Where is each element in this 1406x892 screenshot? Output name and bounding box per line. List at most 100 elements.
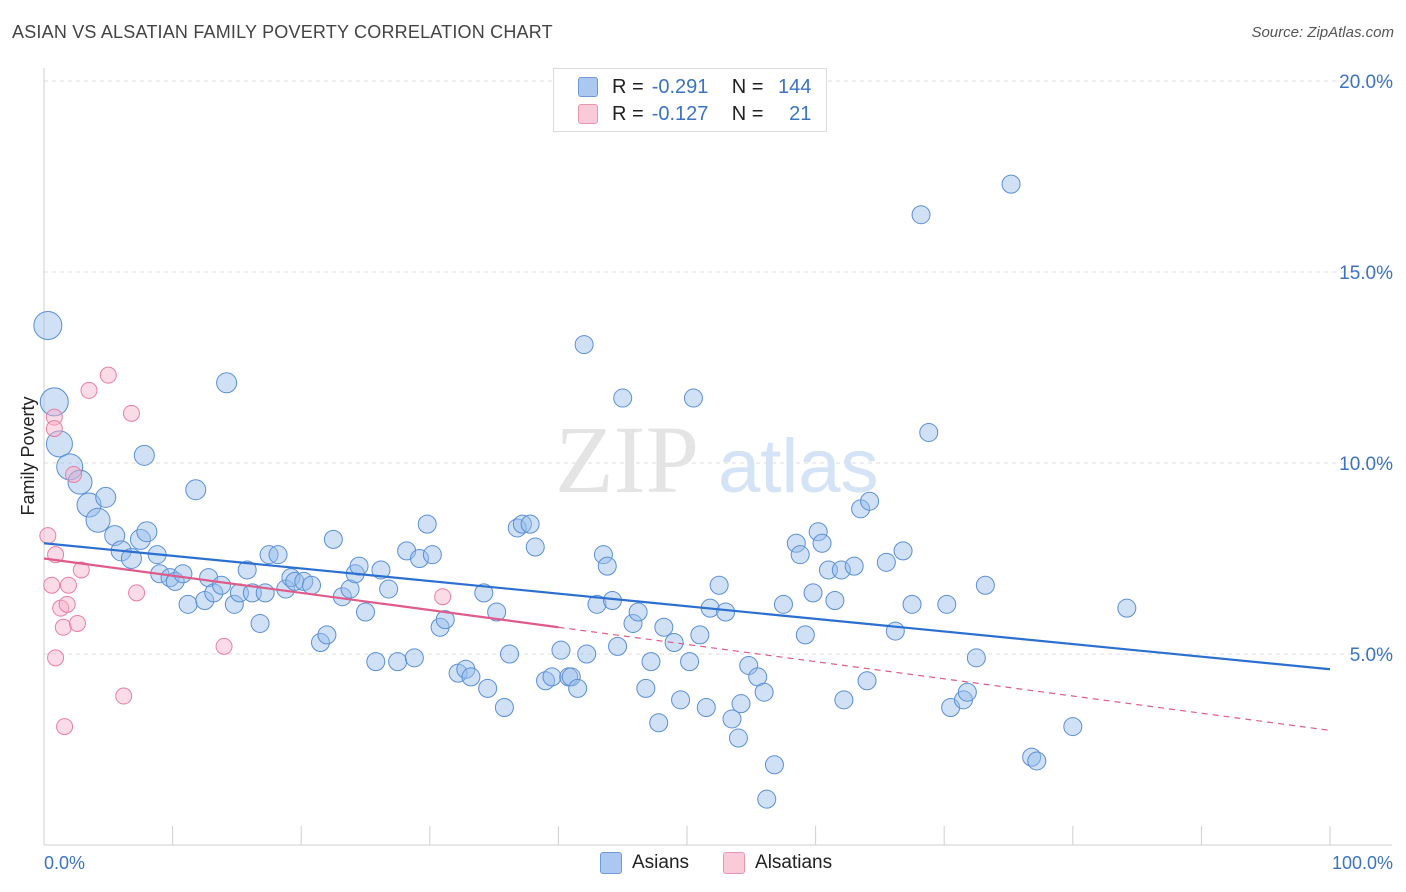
asian-point <box>542 667 562 687</box>
asian-point <box>237 560 257 580</box>
asian-point <box>731 694 751 714</box>
asian-point <box>478 678 498 698</box>
alsatians-points <box>39 366 452 736</box>
asian-point <box>716 602 736 622</box>
asian-point <box>45 430 73 458</box>
asian-point <box>893 541 913 561</box>
alsatian-point <box>39 527 57 545</box>
asian-point <box>551 640 571 660</box>
asian-point <box>623 613 643 633</box>
asian-point <box>317 625 337 645</box>
asian-point <box>474 583 494 603</box>
alsatian-point <box>128 584 146 602</box>
asian-point <box>641 652 661 672</box>
asian-point <box>808 522 828 542</box>
asian-point <box>844 556 864 576</box>
asian-point <box>95 486 117 508</box>
asian-point <box>937 594 957 614</box>
asian-point <box>568 678 588 698</box>
alsatians-swatch <box>578 104 598 124</box>
asian-point <box>654 617 674 637</box>
series-legend: Asians Alsatians <box>600 852 832 874</box>
asian-point <box>966 648 986 668</box>
asian-point <box>613 388 633 408</box>
alsatian-point <box>122 404 140 422</box>
n-value: 21 <box>789 102 812 125</box>
asian-point <box>1063 717 1083 737</box>
asian-point <box>301 575 321 595</box>
asian-point <box>825 591 845 611</box>
asian-point <box>211 575 231 595</box>
asian-point <box>876 552 896 572</box>
legend-row-asians: R = -0.291 N = 144 <box>578 74 811 100</box>
asian-point <box>39 387 69 417</box>
n-label: N = <box>731 75 764 98</box>
alsatian-point <box>45 420 63 438</box>
asian-point <box>323 529 343 549</box>
asian-point <box>683 388 703 408</box>
y-tick-label: 15.0% <box>1339 263 1393 284</box>
alsatians-legend-swatch <box>723 852 746 874</box>
asian-point <box>574 335 594 355</box>
asian-point <box>417 514 437 534</box>
r-label: R = <box>612 102 644 125</box>
alsatian-point <box>43 576 61 594</box>
tick-labels: 5.0% 10.0% 15.0% 20.0% 0.0% 100.0% <box>44 72 1393 873</box>
asian-point <box>722 709 742 729</box>
asian-point <box>422 545 442 565</box>
asian-point <box>56 453 84 481</box>
asian-point <box>224 594 244 614</box>
asian-point <box>507 518 527 538</box>
asian-point <box>790 545 810 565</box>
asian-point <box>410 549 430 568</box>
asian-point <box>120 548 142 569</box>
asian-point <box>487 602 507 622</box>
source-label: Source: ZipAtlas.com <box>1251 24 1394 41</box>
asians-legend-swatch <box>600 852 622 874</box>
asian-point <box>281 568 301 588</box>
asian-point <box>366 652 386 672</box>
asian-point <box>587 594 607 614</box>
asian-point <box>834 690 854 710</box>
alsatians-trend-extension <box>558 626 1331 731</box>
asian-point <box>1022 747 1042 767</box>
asian-point <box>919 422 939 442</box>
alsatian-point <box>59 576 77 594</box>
asian-point <box>812 533 832 553</box>
alsatian-point <box>99 366 117 384</box>
chart-title: ASIAN VS ALSATIAN FAMILY POVERTY CORRELA… <box>12 22 553 42</box>
asian-point <box>690 625 710 645</box>
asian-point <box>561 667 581 687</box>
asian-point <box>173 564 193 584</box>
asian-point <box>857 671 877 691</box>
asians-swatch <box>578 77 598 97</box>
asian-point <box>831 560 851 580</box>
asians-points <box>33 174 1137 809</box>
asian-point <box>773 594 793 614</box>
watermark: ZIP atlas <box>555 406 879 513</box>
asian-point <box>911 205 931 225</box>
asian-point <box>250 613 270 633</box>
asian-point <box>628 602 648 622</box>
alsatian-point <box>58 595 76 613</box>
asian-point <box>975 575 995 595</box>
asian-point <box>795 625 815 645</box>
y-tick-label: 5.0% <box>1350 645 1393 666</box>
asian-point <box>356 602 375 622</box>
asian-point <box>500 644 520 664</box>
asian-point <box>957 682 977 702</box>
asian-point <box>885 621 905 641</box>
alsatian-point <box>72 561 90 579</box>
asian-point <box>76 492 102 518</box>
alsatian-point <box>434 588 452 606</box>
alsatian-point <box>65 465 83 483</box>
y-tick-label: 10.0% <box>1339 454 1393 475</box>
asian-point <box>340 579 360 599</box>
n-value: 144 <box>778 75 812 98</box>
asian-point <box>136 521 158 543</box>
asian-point <box>764 755 784 775</box>
axes <box>43 68 1392 846</box>
alsatian-point <box>54 618 72 636</box>
asian-point <box>696 697 716 717</box>
